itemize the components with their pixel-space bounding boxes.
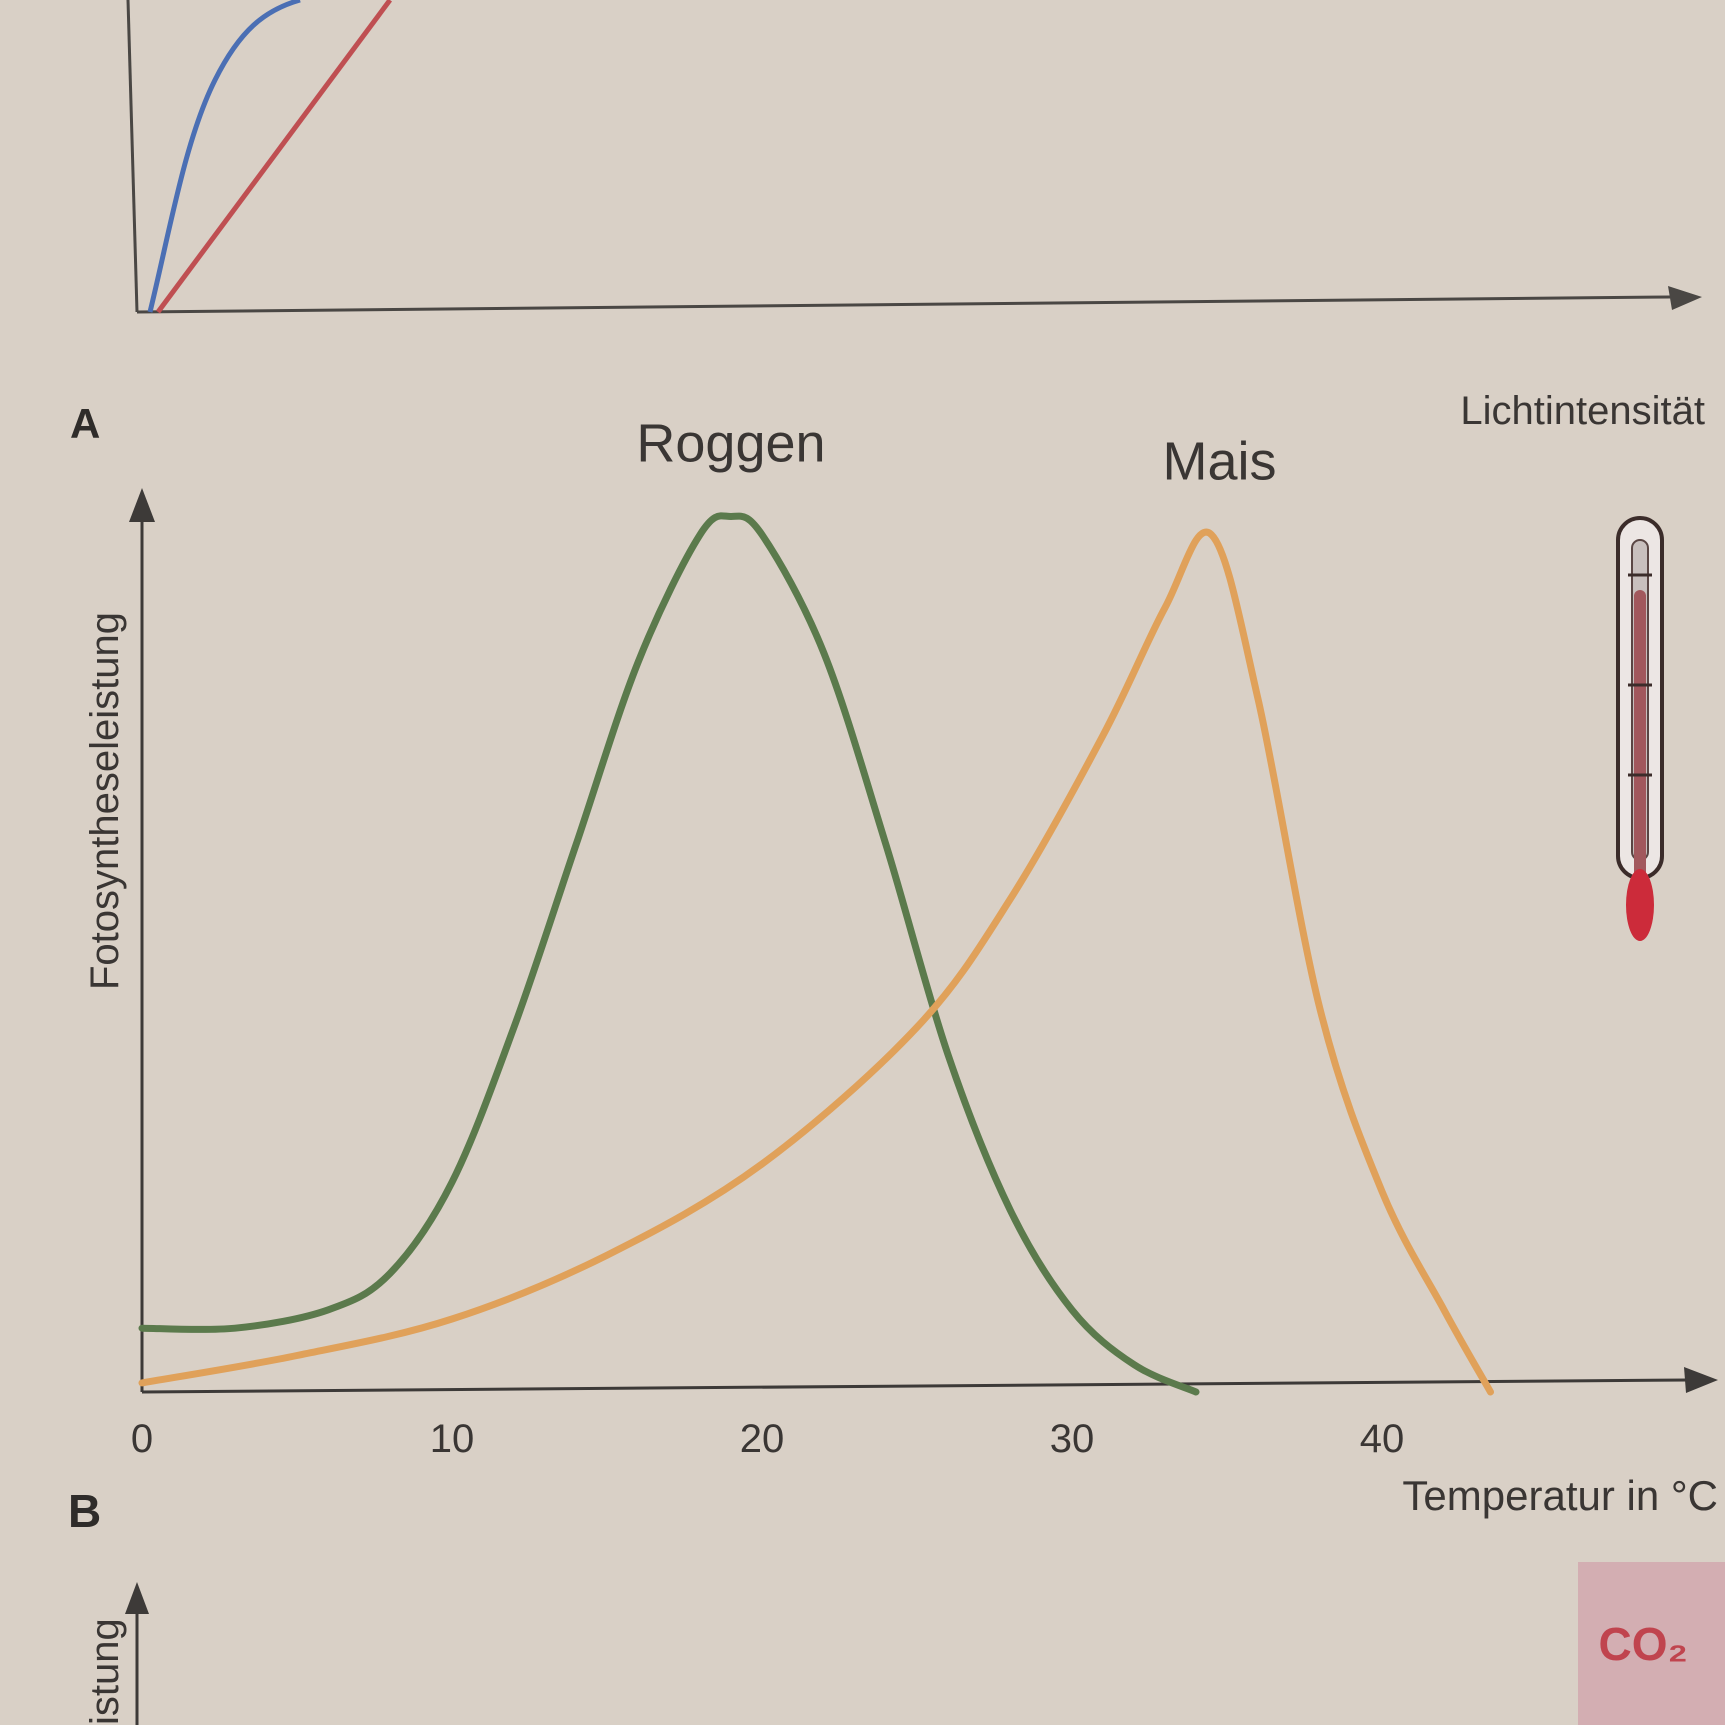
- figure-a-x-label: Lichtintensität: [1460, 389, 1705, 433]
- x-tick-label-30: 30: [1050, 1417, 1095, 1461]
- figure-c: istung CO₂: [83, 1582, 1688, 1725]
- series-labels: Roggen Mais: [636, 413, 1276, 491]
- figure-c-y-axis-arrow: [125, 1582, 149, 1614]
- y-axis-arrow: [129, 488, 155, 522]
- x-tick-labels: 0 10 20 30 40: [131, 1417, 1404, 1461]
- x-tick-label-20: 20: [740, 1417, 785, 1461]
- figure-a-x-axis: [136, 295, 1671, 314]
- co2-label: CO₂: [1599, 1618, 1688, 1670]
- series-label-roggen: Roggen: [636, 413, 825, 473]
- x-tick-label-40: 40: [1360, 1417, 1405, 1461]
- series-group: [138, 512, 1494, 1396]
- x-axis: [141, 1378, 1689, 1394]
- x-tick-label-0: 0: [131, 1417, 153, 1461]
- figure-c-y-label: istung: [83, 1618, 127, 1725]
- figure-b: 0 10 20 30 40 Roggen Mais Fotosyntheseleistun…: [68, 413, 1718, 1537]
- figure-a-y-axis: [126, 0, 139, 313]
- x-tick-label-10: 10: [430, 1417, 475, 1461]
- figure-a-letter: A: [70, 400, 100, 447]
- figure-a-red-curve: [155, 0, 393, 314]
- figure-a-x-axis-arrow: [1668, 286, 1702, 310]
- x-axis-label: Temperatur in °C: [1402, 1472, 1718, 1519]
- thermometer-icon: [1616, 516, 1664, 941]
- figure-a: A Lichtintensität: [70, 0, 1705, 447]
- y-axis-label: Fotosyntheseleistung: [83, 612, 127, 990]
- series-line-mais: [138, 528, 1494, 1396]
- figure-a-blue-curve: [147, 0, 301, 313]
- co2-highlight-box: [1578, 1562, 1725, 1725]
- x-axis-arrow: [1684, 1367, 1718, 1393]
- series-label-mais: Mais: [1162, 432, 1276, 492]
- series-line-roggen: [138, 512, 1200, 1396]
- figure-b-letter: B: [68, 1485, 101, 1537]
